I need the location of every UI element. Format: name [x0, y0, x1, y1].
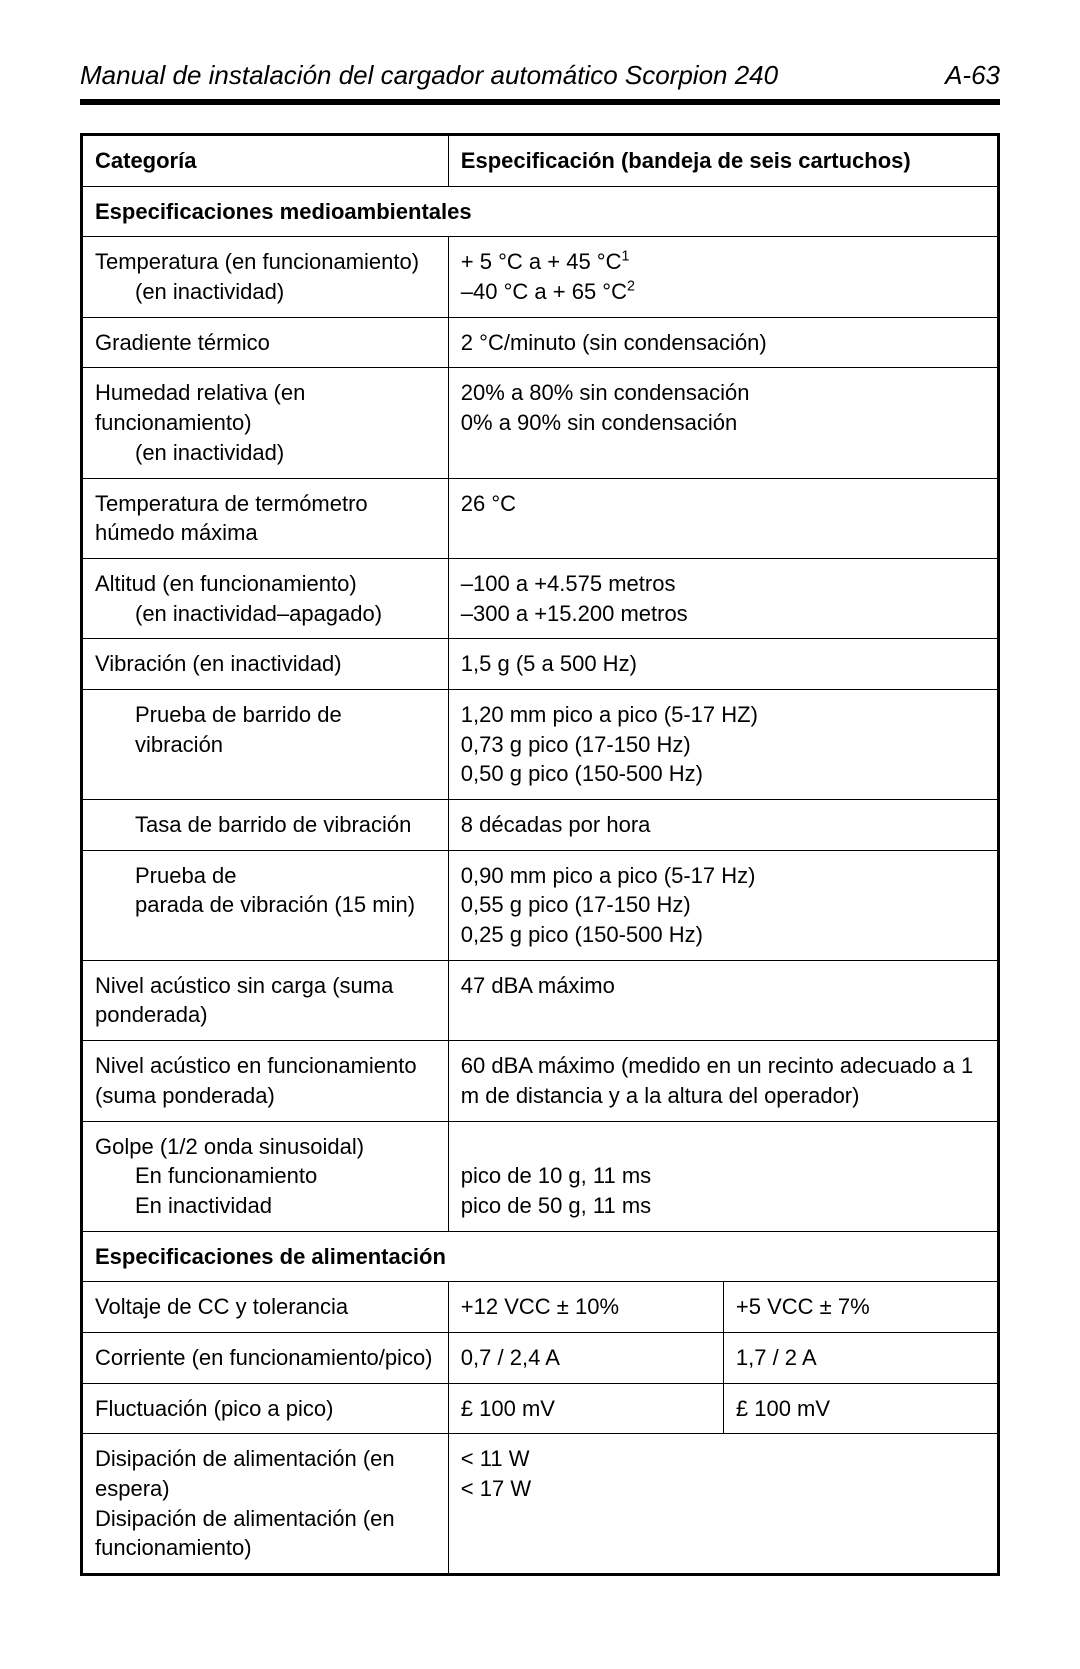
value-line: < 17 W	[461, 1476, 531, 1501]
cell-label: Fluctuación (pico a pico)	[82, 1383, 449, 1434]
table-row: Fluctuación (pico a pico) £ 100 mV £ 100…	[82, 1383, 999, 1434]
table-row: Golpe (1/2 onda sinusoidal) En funcionam…	[82, 1121, 999, 1231]
header-categoria: Categoría	[82, 135, 449, 187]
cell-value: 1,7 / 2 A	[723, 1332, 998, 1383]
label-indent: Prueba de	[95, 861, 436, 891]
cell-value: +5 VCC ± 7%	[723, 1282, 998, 1333]
label-line: Disipación de alimentación (en funcionam…	[95, 1506, 395, 1561]
value-line: 0,50 g pico (150-500 Hz)	[461, 761, 703, 786]
cell-label: Nivel acústico en funcionamiento (suma p…	[82, 1041, 449, 1121]
value-sub: –40 °C a + 65 °C	[461, 279, 627, 304]
cell-label: Gradiente térmico	[82, 317, 449, 368]
cell-label: Corriente (en funcionamiento/pico)	[82, 1332, 449, 1383]
section-power: Especificaciones de alimentación	[82, 1231, 999, 1282]
page-number: A-63	[945, 60, 1000, 91]
cell-label: Voltaje de CC y tolerancia	[82, 1282, 449, 1333]
label-sub: En funcionamiento	[95, 1161, 436, 1191]
cell-value: +12 VCC ± 10%	[448, 1282, 723, 1333]
cell-value: –100 a +4.575 metros –300 a +15.200 metr…	[448, 558, 998, 638]
value-line: pico de 10 g, 11 ms	[461, 1163, 651, 1188]
label-main: Humedad relativa (en funcionamiento)	[95, 380, 305, 435]
value-line: 0,55 g pico (17-150 Hz)	[461, 892, 691, 917]
value-line: 0,25 g pico (150-500 Hz)	[461, 922, 703, 947]
cell-label: Vibración (en inactividad)	[82, 639, 449, 690]
footnote-ref: 2	[627, 279, 635, 295]
header-especificacion: Especificación (bandeja de seis cartucho…	[448, 135, 998, 187]
label-sub: (en inactividad)	[95, 277, 436, 307]
cell-value: 20% a 80% sin condensación 0% a 90% sin …	[448, 368, 998, 478]
table-row: Gradiente térmico 2 °C/minuto (sin conde…	[82, 317, 999, 368]
value-line: 0,73 g pico (17-150 Hz)	[461, 732, 691, 757]
value-line: pico de 50 g, 11 ms	[461, 1193, 651, 1218]
manual-page: Manual de instalación del cargador autom…	[0, 0, 1080, 1669]
cell-value: 2 °C/minuto (sin condensación)	[448, 317, 998, 368]
section-power-label: Especificaciones de alimentación	[82, 1231, 999, 1282]
cell-label: Nivel acústico sin carga (suma ponderada…	[82, 960, 449, 1040]
value-line: < 11 W	[461, 1446, 530, 1471]
table-row: Temperatura de termómetro húmedo máxima …	[82, 478, 999, 558]
label-main: Golpe (1/2 onda sinusoidal)	[95, 1134, 364, 1159]
table-row: Prueba de barrido de vibración 1,20 mm p…	[82, 689, 999, 799]
cell-label: Golpe (1/2 onda sinusoidal) En funcionam…	[82, 1121, 449, 1231]
specifications-table: Categoría Especificación (bandeja de sei…	[80, 133, 1000, 1576]
value-main: 20% a 80% sin condensación	[461, 380, 750, 405]
label-sub: (en inactividad)	[95, 438, 436, 468]
label-sub: (en inactividad–apagado)	[95, 599, 436, 629]
label-indent: Prueba de barrido de vibración	[95, 700, 436, 759]
table-row: Prueba de parada de vibración (15 min) 0…	[82, 850, 999, 960]
cell-value: 0,90 mm pico a pico (5-17 Hz) 0,55 g pic…	[448, 850, 998, 960]
value-line: 1,20 mm pico a pico (5-17 HZ)	[461, 702, 758, 727]
cell-label: Altitud (en funcionamiento) (en inactivi…	[82, 558, 449, 638]
cell-value: < 11 W < 17 W	[448, 1434, 998, 1575]
table-row: Nivel acústico en funcionamiento (suma p…	[82, 1041, 999, 1121]
table-row: Temperatura (en funcionamiento) (en inac…	[82, 237, 999, 317]
table-row: Altitud (en funcionamiento) (en inactivi…	[82, 558, 999, 638]
footnote-ref: 1	[621, 249, 629, 265]
value-main: –100 a +4.575 metros	[461, 571, 676, 596]
section-environmental: Especificaciones medioambientales	[82, 186, 999, 237]
table-row: Nivel acústico sin carga (suma ponderada…	[82, 960, 999, 1040]
cell-value: + 5 °C a + 45 °C1 –40 °C a + 65 °C2	[448, 237, 998, 317]
value-main: + 5 °C a + 45 °C	[461, 249, 622, 274]
cell-value: pico de 10 g, 11 ms pico de 50 g, 11 ms	[448, 1121, 998, 1231]
table-row: Voltaje de CC y tolerancia +12 VCC ± 10%…	[82, 1282, 999, 1333]
label-line: Disipación de alimentación (en espera)	[95, 1446, 395, 1501]
label-main: Temperatura (en funcionamiento)	[95, 249, 419, 274]
table-row: Tasa de barrido de vibración 8 décadas p…	[82, 800, 999, 851]
cell-label: Tasa de barrido de vibración	[82, 800, 449, 851]
cell-value: 0,7 / 2,4 A	[448, 1332, 723, 1383]
cell-value: 60 dBA máximo (medido en un recinto adec…	[448, 1041, 998, 1121]
table-row: Humedad relativa (en funcionamiento) (en…	[82, 368, 999, 478]
label-indent: Tasa de barrido de vibración	[95, 810, 436, 840]
cell-label: Temperatura (en funcionamiento) (en inac…	[82, 237, 449, 317]
label-indent: parada de vibración (15 min)	[95, 890, 436, 920]
label-sub: En inactividad	[95, 1191, 436, 1221]
table-row: Vibración (en inactividad) 1,5 g (5 a 50…	[82, 639, 999, 690]
cell-value: £ 100 mV	[448, 1383, 723, 1434]
cell-value: 26 °C	[448, 478, 998, 558]
value-sub: 0% a 90% sin condensación	[461, 410, 737, 435]
cell-value: 1,20 mm pico a pico (5-17 HZ) 0,73 g pic…	[448, 689, 998, 799]
cell-label: Humedad relativa (en funcionamiento) (en…	[82, 368, 449, 478]
cell-value: 8 décadas por hora	[448, 800, 998, 851]
value-sub: –300 a +15.200 metros	[461, 601, 688, 626]
cell-label: Disipación de alimentación (en espera) D…	[82, 1434, 449, 1575]
cell-label: Temperatura de termómetro húmedo máxima	[82, 478, 449, 558]
section-environmental-label: Especificaciones medioambientales	[82, 186, 999, 237]
cell-label: Prueba de parada de vibración (15 min)	[82, 850, 449, 960]
page-title: Manual de instalación del cargador autom…	[80, 60, 778, 91]
value-line: 0,90 mm pico a pico (5-17 Hz)	[461, 863, 756, 888]
page-header: Manual de instalación del cargador autom…	[80, 60, 1000, 105]
cell-label: Prueba de barrido de vibración	[82, 689, 449, 799]
cell-value: 1,5 g (5 a 500 Hz)	[448, 639, 998, 690]
table-header-row: Categoría Especificación (bandeja de sei…	[82, 135, 999, 187]
table-row: Corriente (en funcionamiento/pico) 0,7 /…	[82, 1332, 999, 1383]
label-main: Altitud (en funcionamiento)	[95, 571, 357, 596]
table-row: Disipación de alimentación (en espera) D…	[82, 1434, 999, 1575]
cell-value: 47 dBA máximo	[448, 960, 998, 1040]
cell-value: £ 100 mV	[723, 1383, 998, 1434]
